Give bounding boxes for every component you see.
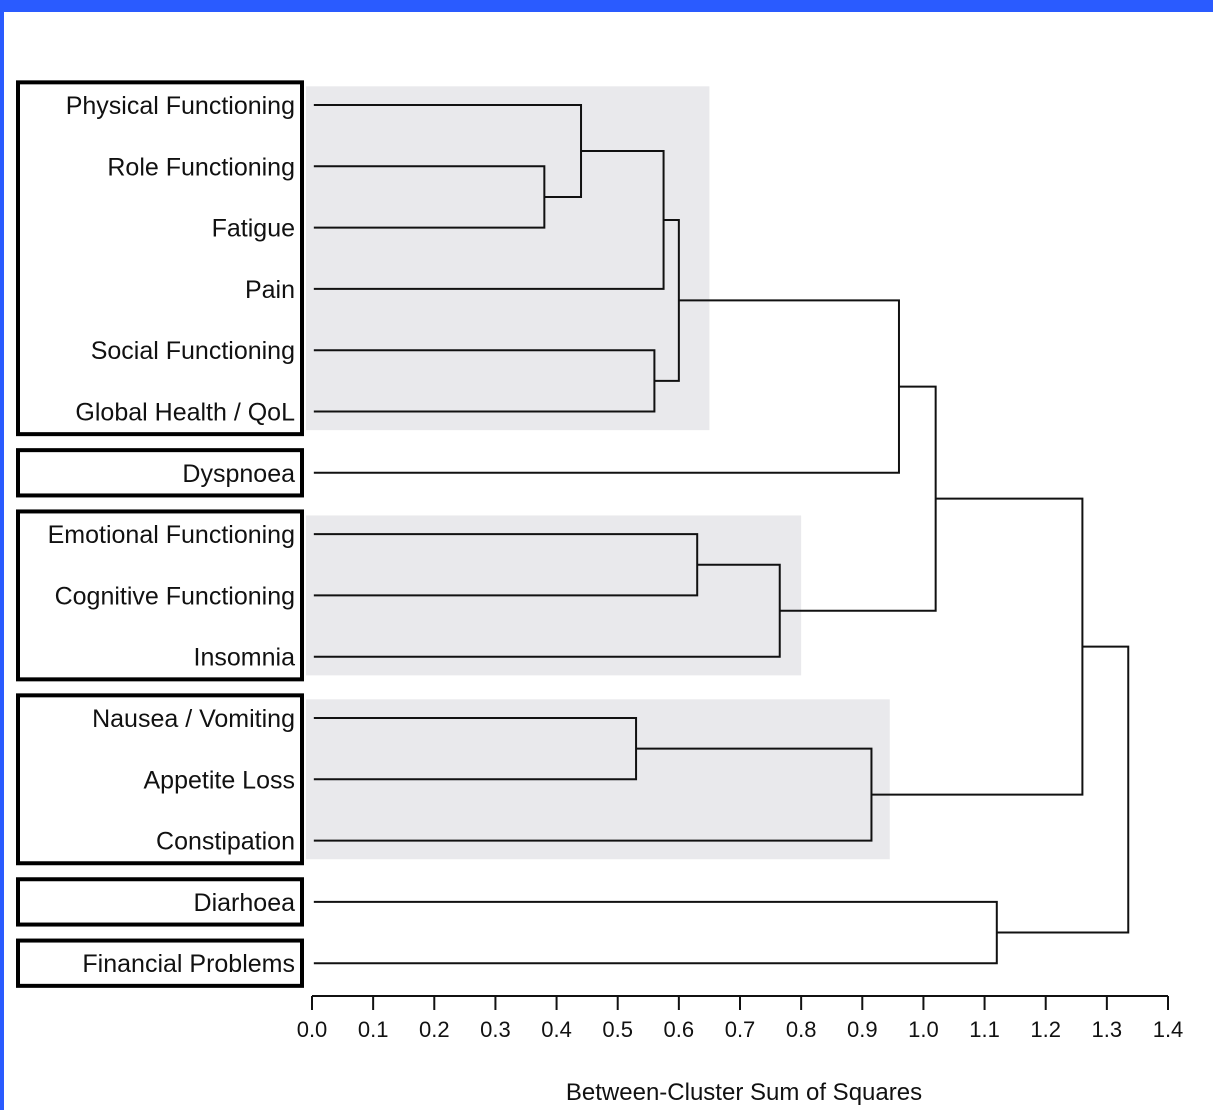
x-tick-label: 1.4 bbox=[1153, 1017, 1184, 1042]
leaf-label: Social Functioning bbox=[91, 337, 295, 365]
leaf-label: Physical Functioning bbox=[66, 92, 295, 120]
leaf-label: Pain bbox=[245, 276, 295, 304]
group-box-1 bbox=[16, 80, 304, 437]
x-tick-label: 1.0 bbox=[908, 1017, 939, 1042]
group-box-4 bbox=[16, 693, 304, 866]
leaf-label: Cognitive Functioning bbox=[55, 582, 295, 610]
leaf-label: Financial Problems bbox=[82, 950, 295, 978]
x-tick-label: 0.5 bbox=[602, 1017, 633, 1042]
leaf-label: Dyspnoea bbox=[182, 460, 295, 488]
merge-K bbox=[779, 385, 937, 612]
x-tick-label: 0.8 bbox=[786, 1017, 817, 1042]
leaf-label: Constipation bbox=[156, 828, 295, 856]
x-tick-label: 1.2 bbox=[1030, 1017, 1061, 1042]
leaf-label: Emotional Functioning bbox=[48, 521, 295, 549]
group-box-3 bbox=[16, 509, 304, 682]
merge-L bbox=[313, 900, 998, 965]
cluster-shade-1 bbox=[306, 86, 710, 431]
leaf-label: Fatigue bbox=[212, 215, 295, 243]
x-tick-label: 1.1 bbox=[969, 1017, 1000, 1042]
x-tick-label: 0.4 bbox=[541, 1017, 572, 1042]
dendrogram-figure: Physical Functioning Role Functioning Fati… bbox=[4, 12, 1213, 1110]
x-tick-label: 0.1 bbox=[358, 1017, 389, 1042]
leaf-label: Insomnia bbox=[194, 644, 296, 672]
x-tick-label: 0.2 bbox=[419, 1017, 450, 1042]
x-tick-label: 0.9 bbox=[847, 1017, 878, 1042]
x-axis: 0.0 0.1 0.2 0.3 0.4 0.5 0.6 0.7 0.8 0.9 1.0 1.1 1.2 1… bbox=[297, 995, 1184, 1042]
leaf-label: Nausea / Vomiting bbox=[92, 705, 295, 733]
group-box-6 bbox=[16, 938, 304, 988]
merge-J bbox=[313, 299, 900, 474]
leaf-label: Global Health / QoL bbox=[75, 399, 295, 427]
merge-C bbox=[313, 149, 665, 290]
dendrogram-tree bbox=[313, 104, 1130, 965]
merge-H bbox=[313, 717, 638, 781]
merge-N bbox=[996, 645, 1130, 934]
dendrogram-chart: Physical Functioning Role Functioning Fati… bbox=[16, 80, 1184, 1106]
x-tick-label: 1.3 bbox=[1092, 1017, 1123, 1042]
merge-E bbox=[654, 218, 680, 382]
leaf-label: Diarhoea bbox=[194, 889, 296, 917]
group-box-2 bbox=[16, 448, 304, 498]
leaf-label: Role Functioning bbox=[107, 153, 295, 181]
x-axis-title: Between-Cluster Sum of Squares bbox=[566, 1079, 922, 1106]
x-tick-label: 0.7 bbox=[725, 1017, 756, 1042]
group-boxes bbox=[16, 80, 304, 988]
x-tick-label: 0.3 bbox=[480, 1017, 511, 1042]
merge-I bbox=[313, 747, 873, 842]
leaf-label: Appetite Loss bbox=[144, 766, 296, 794]
x-tick-label: 0.6 bbox=[664, 1017, 695, 1042]
merge-M bbox=[871, 497, 1084, 796]
leaf-labels: Physical Functioning Role Functioning Fati… bbox=[48, 92, 295, 978]
group-box-5 bbox=[16, 877, 304, 927]
x-tick-label: 0.0 bbox=[297, 1017, 328, 1042]
